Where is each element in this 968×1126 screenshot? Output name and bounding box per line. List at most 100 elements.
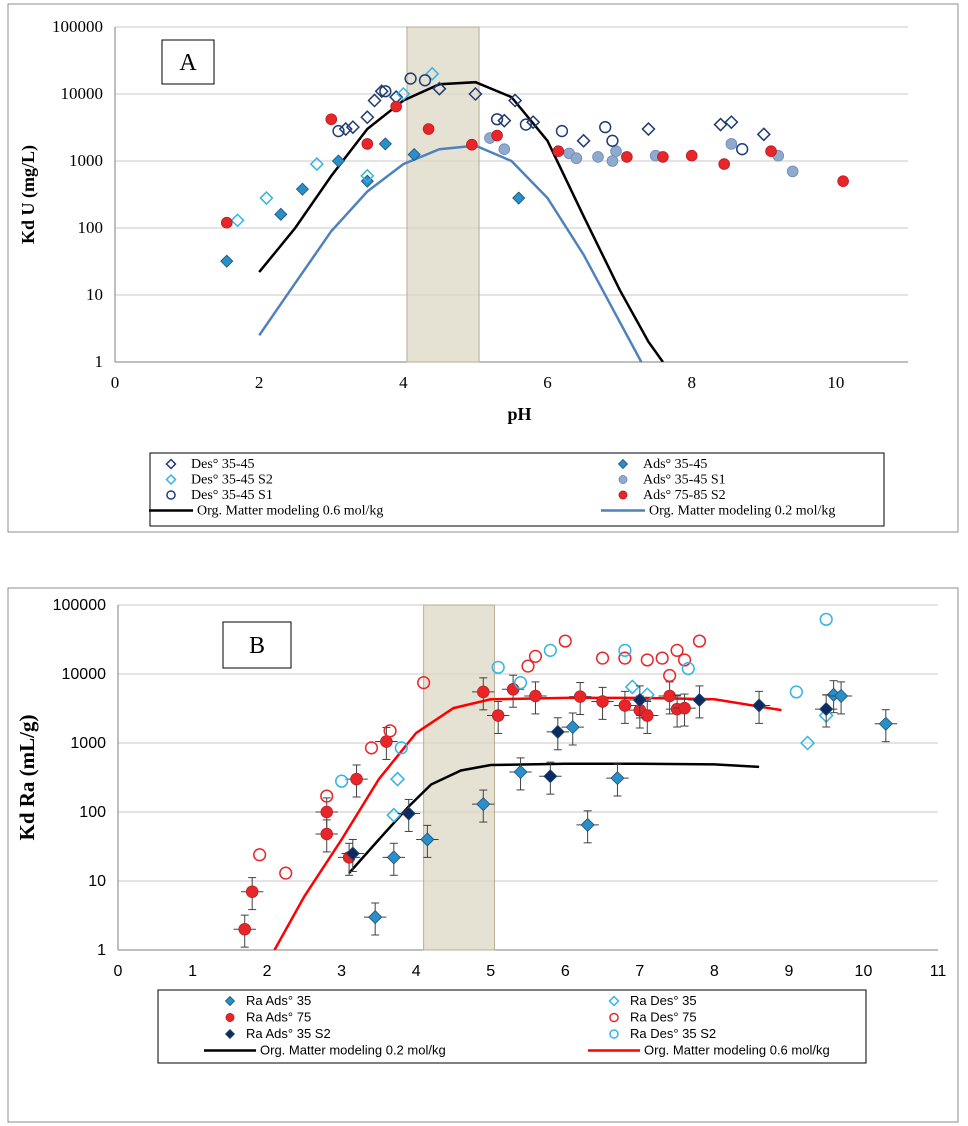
curve-org-matter-modeling-0-2-mol-kg — [258, 144, 643, 362]
y-axis-label: Kd U (mg/L) — [18, 145, 39, 244]
point-ra-des-35-s2 — [394, 741, 408, 755]
point-ra-des-75 — [670, 643, 684, 657]
point-ra-ads-75 — [506, 683, 520, 696]
x-tick-label-2: 2 — [255, 373, 264, 392]
point-des-35-45 — [468, 86, 483, 102]
point-ra-ads-35 — [513, 764, 528, 780]
point-ra-des-35-s2 — [513, 676, 528, 690]
point-ra-ads-35 — [878, 716, 893, 731]
y-axis-label: Kd Ra (mL/g) — [15, 714, 39, 840]
panel-a-chart: 1 10 100 1000 10000 100000 0 2 4 6 8 10 pH Kd U (mg/L… — [18, 17, 908, 527]
point-ra-ads-75 — [320, 805, 333, 819]
point-ra-des-35-s2 — [789, 685, 803, 699]
point-des-35-45 — [724, 115, 739, 130]
highlight-band — [406, 26, 480, 363]
x-tick-label-4: 4 — [412, 963, 421, 980]
panel-a-frame — [7, 3, 959, 533]
point-ra-ads-35 — [565, 720, 580, 735]
point-ra-ads-35-s2 — [752, 698, 767, 713]
y-tick-label-1000: 1000 — [69, 151, 103, 170]
point-des-35-45-s2 — [396, 86, 411, 102]
point-des-35-45-s2 — [230, 213, 245, 228]
point-ra-des-75 — [320, 789, 334, 803]
legend-marker-ads-35-45 — [617, 458, 629, 470]
x-tick-label-7: 7 — [635, 963, 644, 980]
point-ra-des-35 — [799, 735, 816, 751]
legend-label-des-35-45-s2: Des° 35-45 S2 — [191, 473, 273, 488]
point-ra-ads-75 — [596, 695, 609, 708]
y-tick-label-100000: 100000 — [52, 17, 103, 36]
y-tick-label-10: 10 — [86, 285, 103, 304]
legend-entry-ads-35-45: Ads° 35-45 — [617, 457, 707, 472]
point-ads-35-45-s1 — [786, 165, 799, 178]
point-ra-ads-75 — [238, 922, 251, 936]
legend-label-ra-des-35: Ra Des° 35 — [630, 993, 697, 1008]
panel-label: A — [179, 50, 197, 76]
point-des-35-45 — [345, 120, 360, 135]
legend-entry-ra-des-35-s2: Ra Des° 35 S2 — [609, 1026, 716, 1041]
legend-label-ra-des-35-s2: Ra Des° 35 S2 — [630, 1026, 716, 1041]
point-des-35-45 — [497, 113, 512, 128]
point-ra-des-75 — [558, 634, 572, 648]
point-des-35-45 — [576, 133, 591, 148]
point-ads-75-85-s2 — [837, 175, 849, 187]
point-ra-ads-35 — [834, 688, 849, 704]
point-ra-des-75 — [253, 848, 267, 862]
x-tick-label-6: 6 — [543, 373, 552, 392]
legend-label-org-matter-modeling-0-6-mol-kg: Org. Matter modeling 0.6 mol/kg — [644, 1043, 830, 1058]
legend-label-org-matter-modeling-0-6-mol-kg: Org. Matter modeling 0.6 mol/kg — [197, 504, 383, 519]
point-des-35-45-s1 — [490, 113, 504, 126]
point-des-35-45 — [756, 127, 771, 142]
x-axis-label: pH — [507, 404, 531, 424]
legend-marker-ads-75-85-s2 — [618, 490, 628, 500]
panel-label: B — [249, 633, 265, 659]
point-ads-75-85-s2 — [552, 145, 565, 158]
point-ra-ads-35-s2 — [550, 724, 565, 739]
y-tick-label-10000: 10000 — [62, 666, 107, 683]
point-ra-ads-35-s2 — [345, 846, 360, 861]
point-ra-ads-75 — [491, 709, 505, 722]
point-ra-des-35-s2 — [618, 643, 632, 657]
point-ads-35-45-s1 — [498, 143, 511, 156]
point-ra-ads-35-s2 — [632, 692, 647, 708]
legend-entry-ra-des-35: Ra Des° 35 — [608, 993, 697, 1008]
point-ra-ads-35-s2 — [819, 702, 834, 717]
point-ads-35-45 — [512, 191, 526, 205]
legend-box — [149, 452, 885, 527]
x-tick-label-9: 9 — [784, 963, 793, 980]
point-des-35-45-s1 — [736, 143, 749, 156]
point-ads-35-45-s1 — [570, 152, 583, 165]
point-des-35-45 — [432, 81, 447, 96]
legend-entry-org-matter-modeling-0-2-mol-kg: Org. Matter modeling 0.2 mol/kg — [601, 504, 835, 519]
point-ra-des-75 — [618, 651, 632, 665]
point-ra-ads-75 — [663, 689, 676, 703]
point-ra-ads-35-s2 — [401, 806, 416, 821]
x-tick-label-6: 6 — [561, 963, 570, 980]
point-ads-75-85-s2 — [657, 151, 669, 163]
legend-entry-org-matter-modeling-0-2-mol-kg: Org. Matter modeling 0.2 mol/kg — [204, 1043, 446, 1058]
point-ra-ads-75 — [350, 772, 363, 786]
point-des-35-45-s1 — [555, 124, 569, 138]
point-ads-75-85-s2 — [621, 151, 633, 163]
point-ra-des-75 — [528, 649, 543, 663]
point-des-35-45 — [360, 110, 375, 125]
point-des-35-45-s2 — [309, 157, 324, 172]
point-ads-75-85-s2 — [390, 100, 402, 113]
point-ra-des-35-s2 — [335, 774, 349, 788]
y-tick-label-100000: 100000 — [53, 597, 106, 614]
legend-entry-des-35-45: Des° 35-45 — [165, 457, 255, 472]
point-des-35-45-s1 — [599, 121, 612, 134]
point-ads-75-85-s2 — [765, 145, 777, 158]
legend-entry-org-matter-modeling-0-6-mol-kg: Org. Matter modeling 0.6 mol/kg — [149, 504, 383, 519]
x-tick-label-5: 5 — [486, 963, 495, 980]
point-des-35-45-s1 — [519, 118, 533, 131]
point-ra-des-35-s2 — [819, 612, 833, 626]
point-ra-des-35 — [386, 807, 402, 823]
point-ads-35-45 — [295, 182, 310, 196]
legend-label-org-matter-modeling-0-2-mol-kg: Org. Matter modeling 0.2 mol/kg — [649, 504, 835, 519]
point-ads-35-45 — [220, 254, 234, 268]
legend-marker-ads-35-45-s1 — [618, 475, 628, 484]
x-tick-label-0: 0 — [111, 373, 120, 392]
point-des-35-45 — [367, 93, 382, 108]
point-ads-75-85-s2 — [361, 138, 374, 150]
